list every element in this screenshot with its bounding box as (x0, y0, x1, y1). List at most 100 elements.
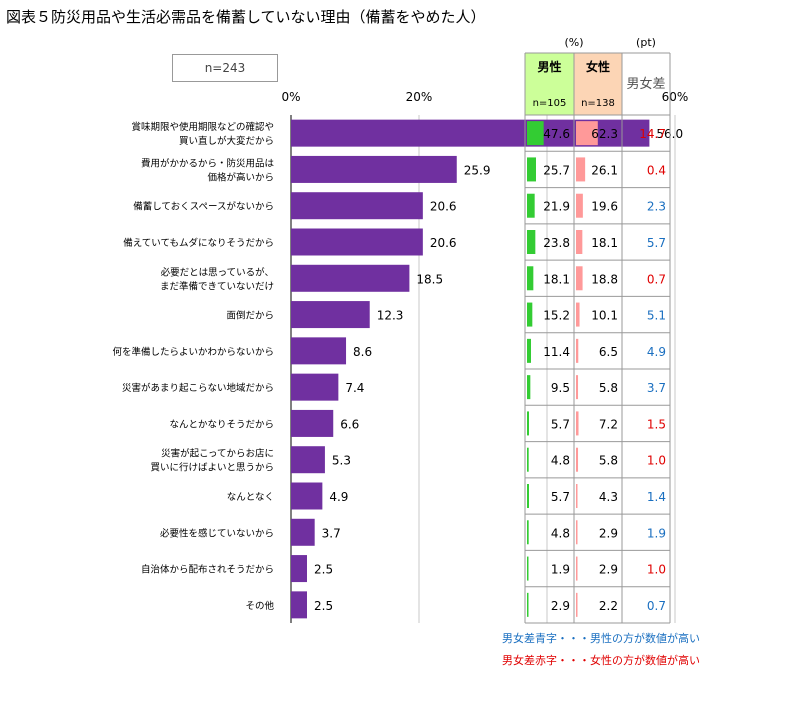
bar-value-label: 5.3 (332, 454, 351, 468)
male-mini-bar (527, 447, 529, 472)
diff-value: 1.5 (647, 417, 666, 431)
male-mini-bar (527, 411, 529, 436)
category-label: なんとかなりそうだから (169, 419, 274, 430)
category-label: 面倒だから (226, 310, 274, 322)
chart-title: 図表５防災用品や生活必需品を備蓄していない理由（備蓄をやめた人） (6, 8, 486, 26)
diff-value: 4.9 (647, 345, 666, 359)
bar-value-label: 20.6 (430, 200, 457, 214)
female-mini-bar (576, 484, 578, 508)
male-value: 21.9 (543, 200, 570, 214)
diff-value: 1.9 (647, 526, 666, 540)
male-value: 5.7 (551, 490, 570, 504)
category-label: 賞味期限や使用期限などの確認や (131, 121, 274, 133)
female-mini-bar (576, 121, 598, 146)
male-header-bg (525, 53, 574, 115)
pt-unit: (pt) (636, 36, 656, 49)
female-value: 18.8 (591, 272, 618, 286)
bar (291, 228, 423, 256)
diff-value: 3.7 (647, 381, 666, 395)
female-value: 6.5 (599, 345, 618, 359)
female-mini-bar (576, 520, 578, 545)
male-value: 9.5 (551, 381, 570, 395)
diff-value: 1.0 (647, 563, 666, 577)
bar (291, 373, 339, 401)
category-label: 買いに行けばよいと思うから (150, 462, 274, 474)
x-tick-label: 20% (406, 90, 433, 104)
female-mini-bar (576, 230, 583, 254)
male-mini-bar (527, 230, 536, 254)
category-label: 災害が起こってからお店に (161, 448, 274, 460)
bar (291, 555, 307, 583)
bar-value-label: 2.5 (314, 599, 333, 613)
bar-value-label: 3.7 (322, 526, 341, 540)
bar (291, 446, 325, 474)
category-label: 何を準備したらよいかわからないから (112, 346, 274, 358)
category-label: 災害があまり起こらない地域だから (122, 382, 274, 394)
male-header: 男性 (537, 59, 561, 74)
category-label: 自治体から配布されそうだから (141, 564, 274, 576)
bar (291, 482, 323, 510)
diff-value: 0.4 (647, 163, 666, 177)
female-header: 女性 (586, 59, 610, 74)
female-value: 18.1 (591, 236, 618, 250)
male-mini-bar (527, 266, 534, 291)
category-label: 備えていてもムダになりそうだから (123, 237, 274, 249)
male-mini-bar (527, 338, 531, 363)
bar (291, 518, 315, 546)
category-label: 買い直しが大変だから (179, 135, 274, 147)
male-value: 2.9 (551, 599, 570, 613)
x-tick-label: 60% (662, 90, 689, 104)
female-mini-bar (576, 556, 578, 581)
diff-value: 1.4 (647, 490, 666, 504)
male-mini-bar (527, 157, 536, 182)
male-mini-bar (527, 193, 535, 218)
sample-size-box: n=243 (172, 54, 278, 82)
category-label: 必要だとは思っているが、 (161, 266, 274, 278)
female-value: 5.8 (599, 454, 618, 468)
bar-value-label: 6.6 (340, 417, 359, 431)
diff-value: 0.7 (647, 599, 666, 613)
bar-value-label: 18.5 (416, 272, 443, 286)
female-mini-bar (576, 447, 579, 472)
male-mini-bar (527, 484, 529, 508)
bar (291, 264, 410, 292)
female-value: 2.2 (599, 599, 618, 613)
male-mini-bar (527, 121, 544, 146)
male-mini-bar (527, 302, 533, 327)
male-value: 11.4 (543, 345, 570, 359)
male-mini-bar (527, 520, 529, 545)
diff-value: 5.7 (647, 236, 666, 250)
male-value: 15.2 (543, 309, 570, 323)
female-value: 10.1 (591, 309, 618, 323)
female-value: 4.3 (599, 490, 618, 504)
bar-value-label: 8.6 (353, 345, 372, 359)
diff-header: 男女差 (626, 76, 665, 92)
female-mini-bar (576, 375, 579, 400)
female-mini-bar (576, 193, 583, 218)
female-header-bg (574, 53, 622, 115)
bar-value-label: 25.9 (464, 163, 491, 177)
percent-unit: (%) (564, 36, 583, 49)
bar (291, 155, 457, 183)
male-value: 18.1 (543, 272, 570, 286)
male-value: 23.8 (543, 236, 570, 250)
bar (291, 301, 370, 329)
category-label: 価格が高いから (207, 171, 274, 183)
category-label: その他 (245, 600, 274, 612)
bar-value-label: 2.5 (314, 563, 333, 577)
diff-value: 14.7 (639, 127, 666, 141)
female-value: 2.9 (599, 526, 618, 540)
diff-value: 1.0 (647, 454, 666, 468)
female-value: 62.3 (591, 127, 618, 141)
female-mini-bar (576, 266, 583, 291)
legend-note-red: 男女差赤字・・・女性の方が数値が高い (502, 654, 700, 667)
female-mini-bar (576, 157, 586, 182)
category-label: 必要性を感じていないから (160, 527, 274, 539)
female-mini-bar (576, 338, 579, 363)
bar-value-label: 20.6 (430, 236, 457, 250)
category-label: 費用がかかるから・防災用品は (141, 157, 275, 169)
male-mini-bar (527, 556, 529, 581)
bar (291, 337, 347, 365)
male-value: 25.7 (543, 163, 570, 177)
